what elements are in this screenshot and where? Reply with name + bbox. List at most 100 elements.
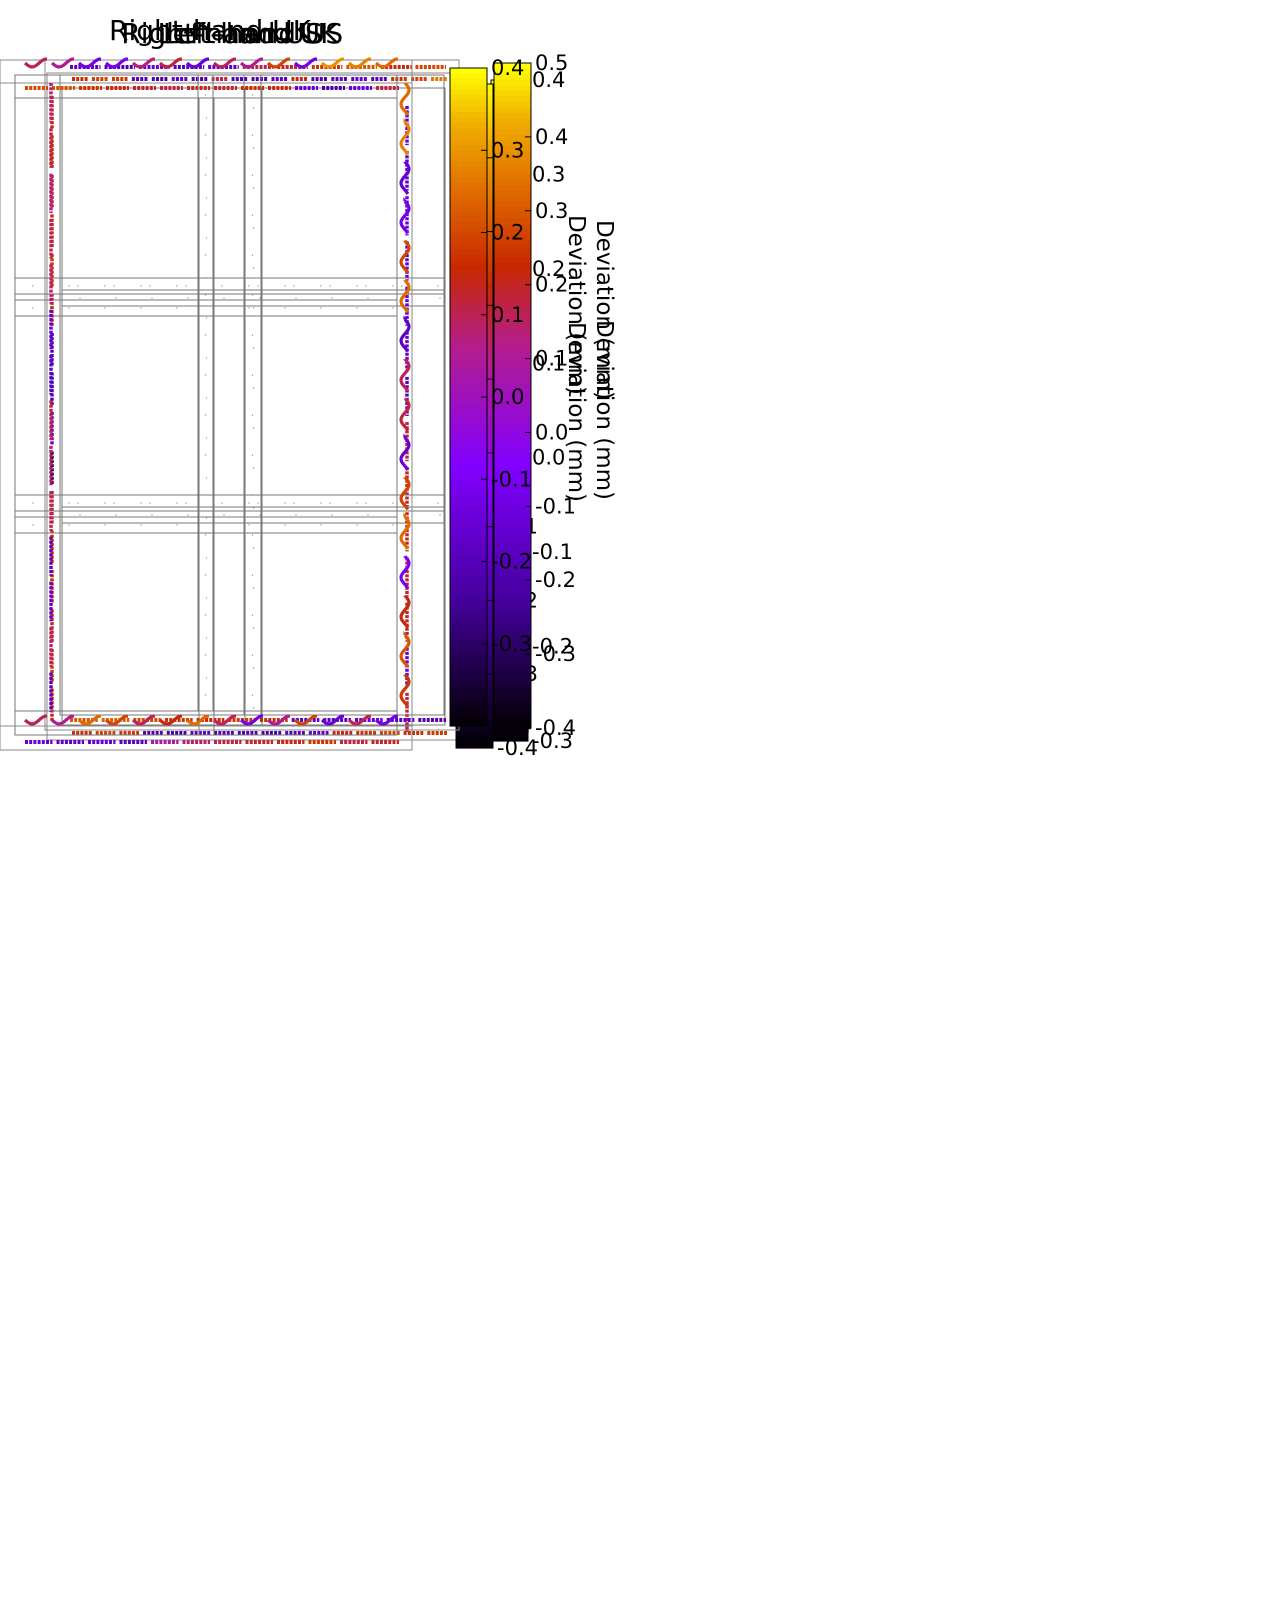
- colorbar-band: [450, 583, 487, 590]
- probe-point: [401, 285, 403, 287]
- probe-point: [259, 514, 261, 516]
- colorbar-band: [494, 722, 531, 729]
- edge-segment: [399, 555, 411, 590]
- colorbar-band: [494, 79, 531, 86]
- colorbar-band: [450, 375, 487, 382]
- probe-point: [68, 285, 70, 287]
- probe-point: [104, 502, 106, 504]
- probe-point: [68, 307, 70, 309]
- panel-left-hand-us: Left-hand US 0.5 0.4 0.3 0.2 0.1 0.0 -0.1 -0.2-…: [0, 0, 631, 800]
- panel-right-hand-uk: Right-hand UK 0.4 0.3 0.2 0.1 0.0 -0.1 -0.2 -0.…: [0, 0, 631, 800]
- probe-point: [392, 307, 394, 309]
- probe-point: [251, 654, 254, 656]
- probe-point: [204, 574, 207, 576]
- colorbar-band: [450, 353, 487, 360]
- colorbar-tick-label: 0.4: [491, 56, 524, 80]
- colorbar-band: [450, 429, 487, 436]
- colorbar-band: [494, 417, 531, 424]
- colorbar-band: [450, 440, 487, 447]
- probe-point: [187, 297, 189, 299]
- colorbar-band: [450, 566, 487, 574]
- colorbar-band: [494, 716, 531, 724]
- probe-point: [205, 197, 208, 199]
- colorbar-band: [450, 687, 487, 694]
- colorbar-band: [494, 240, 531, 247]
- colorbar-band: [450, 698, 487, 705]
- colorbar-band: [450, 369, 487, 376]
- probe-point: [367, 514, 369, 516]
- colorbar-band: [450, 391, 487, 398]
- colorbar-band: [450, 276, 487, 283]
- colorbar-band: [494, 356, 531, 363]
- probe-point: [204, 454, 207, 456]
- colorbar-band: [450, 73, 487, 80]
- colorbar-band: [494, 168, 531, 175]
- colorbar-band: [494, 522, 531, 530]
- colorbar-tick-label: -0.1: [491, 467, 532, 491]
- probe-point: [284, 524, 286, 526]
- colorbar-band: [494, 229, 531, 236]
- edge-segment: [77, 57, 101, 69]
- colorbar-band: [494, 633, 531, 640]
- probe-point: [252, 107, 255, 109]
- edge-segment: [374, 714, 398, 726]
- colorbar-band: [450, 462, 487, 469]
- colorbar-band: [491, 729, 528, 737]
- colorbar-tick-label: 0.2: [532, 257, 565, 281]
- colorbar-band: [450, 397, 487, 404]
- colorbar-band: [450, 265, 487, 272]
- probe-point: [204, 494, 207, 496]
- colorbar-tick-label: 0.1: [491, 303, 524, 327]
- colorbar-band: [450, 166, 487, 173]
- colorbar-band: [494, 190, 531, 197]
- colorbar-band: [450, 468, 487, 475]
- colorbar-band: [494, 500, 531, 507]
- colorbar-band: [450, 577, 487, 585]
- colorbar-band: [450, 309, 487, 316]
- edge-segment: [104, 57, 128, 69]
- colorbar-band: [456, 736, 493, 744]
- colorbar-band: [450, 665, 487, 672]
- colorbar-band: [450, 281, 487, 288]
- colorbar-band: [494, 112, 531, 120]
- colorbar-band: [494, 445, 531, 452]
- colorbar-band: [494, 162, 531, 169]
- colorbar-band: [450, 649, 487, 656]
- probe-point: [252, 707, 255, 709]
- probe-point: [204, 614, 207, 616]
- probe-point: [32, 502, 34, 504]
- colorbar-band: [450, 588, 487, 595]
- colorbar-band: [450, 621, 487, 628]
- chart-title: Right-hand US: [121, 17, 322, 50]
- colorbar-border: [493, 62, 532, 729]
- probe-point: [205, 557, 208, 559]
- probe-point: [284, 502, 286, 504]
- colorbar-band: [494, 567, 531, 574]
- colorbar-band: [494, 68, 531, 75]
- colorbar-band: [494, 384, 531, 391]
- colorbar-band: [494, 306, 531, 313]
- probe-point: [356, 502, 358, 504]
- colorbar-band: [450, 539, 487, 546]
- edge-segment: [399, 160, 411, 195]
- colorbar-band: [494, 245, 531, 253]
- colorbar-band: [450, 259, 487, 266]
- colorbar-band: [494, 700, 531, 707]
- panel-frame: [46, 72, 461, 741]
- probe-point: [151, 514, 153, 516]
- colorbar-band: [450, 501, 487, 508]
- colorbar-band: [450, 68, 487, 75]
- colorbar-band: [494, 578, 531, 585]
- colorbar-band: [494, 135, 531, 142]
- probe-point: [205, 597, 208, 599]
- colorbar-band: [450, 183, 487, 190]
- colorbar-band: [494, 312, 531, 319]
- chart-title: Left-hand US: [163, 17, 343, 50]
- probe-point: [259, 297, 261, 299]
- probe-point: [204, 254, 207, 256]
- colorbar-band: [494, 340, 531, 347]
- colorbar-tick-label: -0.2: [491, 550, 532, 574]
- colorbar-tick-label: -0.1: [532, 540, 573, 564]
- colorbar-band: [450, 347, 487, 354]
- probe-point: [204, 694, 207, 696]
